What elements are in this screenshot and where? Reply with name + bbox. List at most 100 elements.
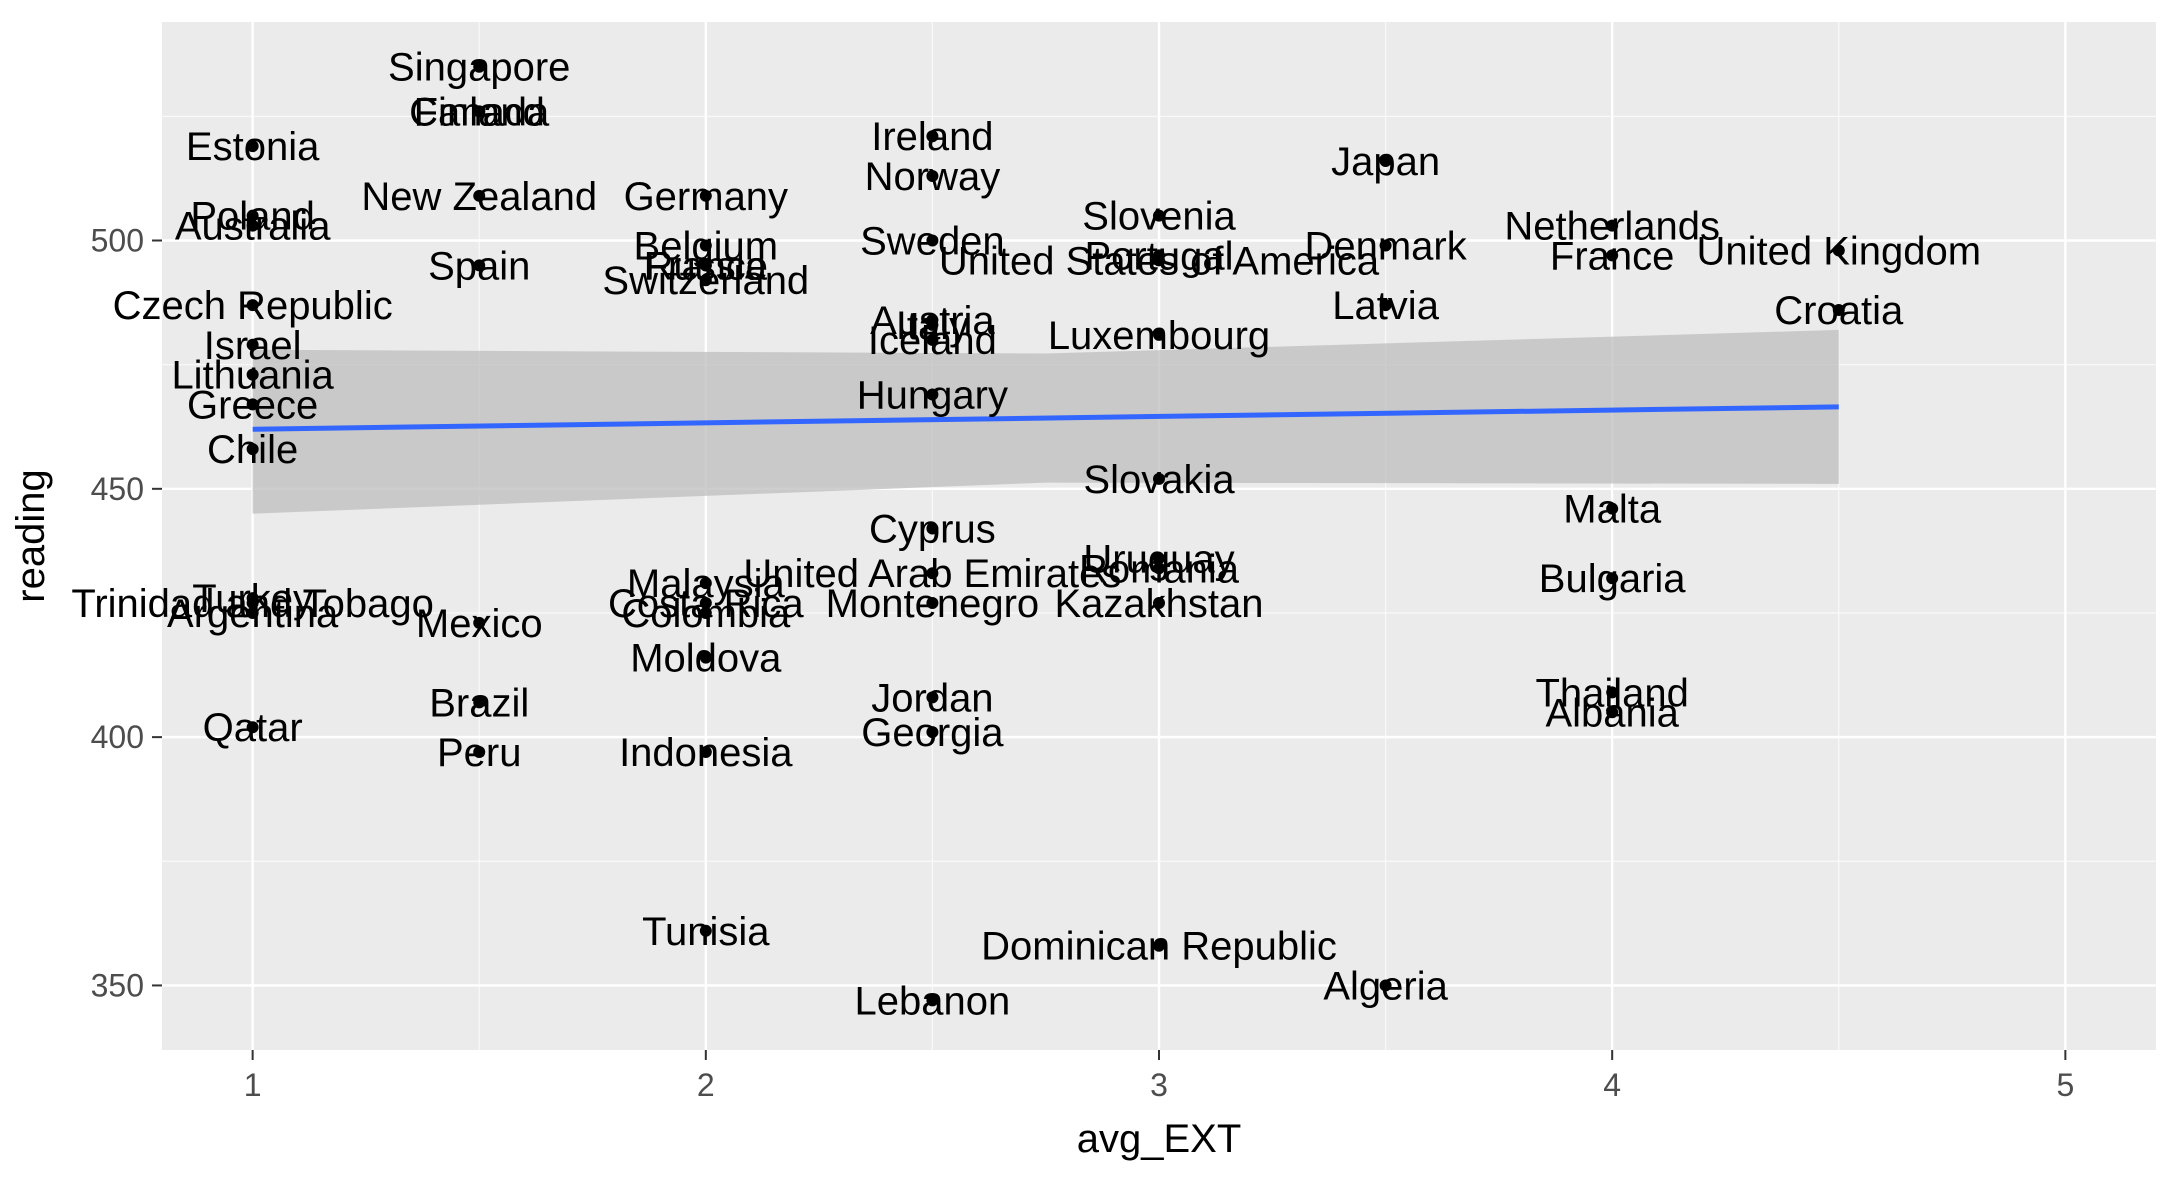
x-tick-label: 3 (1150, 1067, 1168, 1103)
x-tick-label: 4 (1603, 1067, 1621, 1103)
data-point (1379, 979, 1392, 992)
data-point (1153, 254, 1165, 267)
data-point (1153, 209, 1165, 222)
point-label: United Arab Emirates (743, 552, 1121, 596)
data-point (1153, 472, 1165, 485)
point-label: Bulgaria (1539, 557, 1687, 601)
point-label: Denmark (1304, 224, 1467, 268)
point-label: Ireland (871, 115, 993, 159)
point-label: Cyprus (869, 508, 996, 552)
point-label: Russia (645, 244, 768, 288)
data-point (926, 726, 939, 739)
point-label: Costa Rica (608, 582, 804, 626)
point-label: Hungary (857, 373, 1008, 417)
point-label: Lebanon (855, 979, 1011, 1023)
data-point (926, 691, 939, 704)
point-label: Singapore (388, 46, 570, 90)
data-point (1153, 328, 1165, 341)
data-point (926, 318, 939, 331)
point-label: Germany (624, 175, 789, 219)
point-label: Greece (187, 383, 318, 427)
point-label: Malaysia (627, 562, 786, 606)
data-point (473, 746, 486, 759)
point-label: Italy (896, 304, 969, 348)
data-point (1832, 244, 1845, 257)
data-point (926, 169, 939, 182)
confidence-ribbon-layer (252, 329, 1839, 514)
data-point (699, 259, 712, 272)
data-point (246, 140, 259, 153)
point-label: Slovakia (1083, 458, 1235, 502)
point-label: Sweden (860, 220, 1005, 264)
point-label: Croatia (1774, 289, 1904, 333)
point-label: Malta (1563, 488, 1662, 532)
data-point (246, 606, 259, 619)
point-label: Portugal (1085, 234, 1234, 278)
data-point (246, 398, 259, 411)
point-label: Estonia (186, 125, 320, 169)
data-point (246, 368, 259, 381)
x-axis-title: avg_EXT (1077, 1117, 1242, 1161)
point-label: Spain (428, 244, 530, 288)
data-point (926, 994, 939, 1007)
data-point (246, 721, 259, 734)
point-label: Slovenia (1082, 195, 1236, 239)
data-point (1379, 239, 1392, 252)
x-tick-label: 1 (244, 1067, 262, 1103)
data-point (1153, 939, 1165, 952)
data-point (926, 234, 939, 247)
y-tick-label: 350 (91, 967, 144, 1003)
data-point (1606, 572, 1619, 585)
point-label: France (1550, 234, 1675, 278)
point-label: Romania (1079, 547, 1240, 591)
data-point (926, 130, 939, 143)
data-point (699, 274, 712, 287)
point-label: Indonesia (619, 731, 793, 775)
point-label: Thailand (1535, 671, 1688, 715)
data-point (1379, 155, 1392, 168)
data-point (1153, 552, 1165, 565)
data-point (1606, 686, 1619, 699)
point-label: Albania (1545, 691, 1679, 735)
data-point (473, 616, 486, 629)
data-point (1606, 706, 1619, 719)
point-label: Lithuania (171, 354, 334, 398)
y-tick-label: 400 (91, 719, 144, 755)
point-label: Norway (865, 155, 1001, 199)
data-point (699, 239, 712, 252)
data-point (926, 567, 939, 580)
point-label: Algeria (1323, 964, 1448, 1008)
point-label: Brazil (429, 681, 529, 725)
data-point (699, 651, 712, 664)
point-label: Dominican Republic (981, 925, 1337, 969)
data-point (1606, 502, 1619, 515)
data-point (699, 189, 712, 202)
point-label: Argentina (167, 592, 339, 636)
point-label: Belgium (634, 224, 779, 268)
confidence-ribbon (252, 329, 1839, 514)
data-point (926, 597, 939, 610)
point-label: Trinidad and Tobago (71, 582, 434, 626)
point-label: Tunisia (642, 910, 770, 954)
point-label: Uruguay (1083, 537, 1234, 581)
data-point (246, 338, 259, 351)
y-tick-label: 450 (91, 471, 144, 507)
point-label: Canada (409, 90, 550, 134)
data-point (1606, 219, 1619, 232)
point-label: Czech Republic (113, 284, 393, 328)
point-label: Iceland (868, 319, 997, 363)
data-point (473, 105, 486, 118)
data-point (1379, 299, 1392, 312)
point-label: Finland (414, 90, 545, 134)
point-label: Chile (207, 428, 298, 472)
point-label: Switzerland (602, 259, 809, 303)
data-point (246, 219, 259, 232)
point-label: Moldova (630, 637, 782, 681)
point-label: Austria (870, 299, 995, 343)
data-point (246, 299, 259, 312)
data-point (473, 189, 486, 202)
data-point (926, 388, 939, 401)
point-label: Qatar (203, 706, 303, 750)
